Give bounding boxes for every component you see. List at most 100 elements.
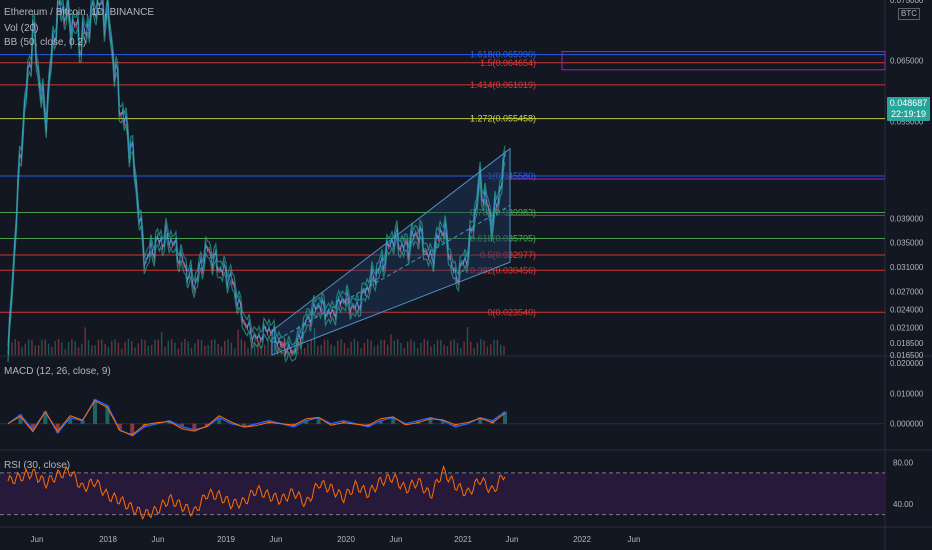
price-tick-6: 0.031000 bbox=[890, 263, 924, 272]
volume-bar-104 bbox=[180, 341, 183, 355]
bar-countdown: 22:19:19 bbox=[890, 109, 927, 119]
macd-hist-38 bbox=[478, 417, 483, 424]
volume-bar-146 bbox=[250, 343, 253, 355]
volume-bar-26 bbox=[51, 347, 53, 355]
volume-bar-44 bbox=[81, 343, 83, 355]
volume-bar-222 bbox=[377, 344, 379, 355]
time-axis[interactable]: Jun 2018 Jun 2019 Jun 2020 Jun 2021 Jun 2022 Jun bbox=[31, 535, 641, 544]
volume-bar-140 bbox=[240, 339, 243, 355]
volume-bar-192 bbox=[327, 339, 329, 355]
price-tick-1: 0.065000 bbox=[890, 57, 924, 66]
volume-bar-208 bbox=[353, 339, 356, 355]
last-price-value: 0.048687 bbox=[889, 98, 928, 108]
volume-bar-84 bbox=[147, 345, 150, 355]
volume-bar-130 bbox=[224, 340, 226, 355]
macd-hist-5 bbox=[68, 417, 73, 424]
macd-hist-19 bbox=[242, 423, 247, 427]
volume-bar-126 bbox=[217, 344, 219, 355]
last-price-badge: 0.048687 22:19:19 bbox=[887, 97, 930, 121]
volume-bar-108 bbox=[187, 341, 189, 355]
fib-label-9: 0(0.023540) bbox=[487, 307, 536, 317]
macd-hist-34 bbox=[428, 417, 433, 424]
volume-bar-164 bbox=[280, 340, 283, 355]
volume-bar-252 bbox=[426, 340, 429, 355]
volume-bar-110 bbox=[190, 347, 193, 355]
macd-hist-30 bbox=[378, 420, 383, 424]
time-tick-0: Jun bbox=[31, 535, 44, 544]
volume-bar-32 bbox=[61, 342, 63, 355]
time-tick-2: Jun bbox=[152, 535, 165, 544]
volume-bar-134 bbox=[230, 342, 233, 355]
volume-bar-278 bbox=[470, 341, 472, 355]
volume-bar-202 bbox=[343, 342, 346, 355]
price-tick-2: 0.055000 bbox=[890, 117, 924, 126]
symbol-legend[interactable]: Ethereum / Bitcoin, 1D, BINANCE bbox=[4, 7, 155, 18]
volume-bar-30 bbox=[57, 339, 60, 355]
macd-hist-10 bbox=[130, 423, 135, 436]
volume-bar-228 bbox=[386, 344, 389, 355]
volume-bar-238 bbox=[403, 348, 406, 355]
volume-bar-150 bbox=[257, 340, 259, 355]
volume-bar-294 bbox=[496, 339, 499, 355]
volume-bar-292 bbox=[493, 339, 495, 355]
currency-label[interactable]: BTC bbox=[898, 8, 920, 20]
volume-bar-218 bbox=[370, 340, 372, 355]
volume-bar-78 bbox=[137, 343, 140, 355]
volume-bar-70 bbox=[124, 342, 126, 355]
time-tick-8: Jun bbox=[506, 535, 519, 544]
volume-bar-248 bbox=[420, 342, 422, 355]
volume-bar-200 bbox=[340, 339, 342, 355]
macd-hist-24 bbox=[304, 420, 309, 424]
volume-bar-224 bbox=[380, 339, 382, 355]
volume-bar-132 bbox=[227, 339, 229, 355]
macd-tick-0: 0.020000 bbox=[890, 359, 924, 368]
volume-bar-2 bbox=[11, 342, 13, 355]
volume-bar-220 bbox=[373, 346, 376, 355]
macd-legend[interactable]: MACD (12, 26, close, 9) bbox=[4, 366, 111, 377]
volume-bar-102 bbox=[177, 348, 179, 355]
volume-bar-296 bbox=[500, 344, 502, 355]
fib-label-1: 1.5(0.064654) bbox=[480, 58, 536, 68]
rsi-legend[interactable]: RSI (30, close) bbox=[4, 460, 71, 471]
volume-bar-106 bbox=[184, 339, 186, 355]
price-tick-11: 0.016500 bbox=[890, 351, 924, 360]
volume-bar-262 bbox=[443, 344, 445, 355]
rsi-band bbox=[0, 472, 885, 515]
macd-hist-13 bbox=[167, 420, 172, 424]
volume-bar-234 bbox=[396, 339, 399, 355]
rsi-line bbox=[7, 464, 506, 520]
volume-bar-86 bbox=[150, 345, 153, 355]
volume-bar-178 bbox=[303, 347, 306, 355]
volume-bar-20 bbox=[41, 340, 43, 355]
volume-bar-246 bbox=[416, 348, 419, 355]
volume-bar-166 bbox=[283, 339, 286, 355]
volume-bar-48 bbox=[87, 340, 90, 355]
volume-bar-168 bbox=[287, 342, 289, 355]
volume-legend[interactable]: Vol (20) bbox=[4, 23, 39, 34]
time-tick-4: Jun bbox=[270, 535, 283, 544]
volume-bar-72 bbox=[127, 339, 130, 355]
fib-label-2: 1.414(0.061019) bbox=[470, 80, 536, 90]
volume-bar-6 bbox=[17, 341, 20, 355]
volume-bar-232 bbox=[393, 340, 396, 355]
bb-legend[interactable]: BB (50, close, 0.2) bbox=[4, 37, 87, 48]
time-tick-9: 2022 bbox=[573, 535, 591, 544]
macd-hist-1 bbox=[18, 414, 23, 424]
volume-bar-194 bbox=[330, 344, 332, 355]
volume-bar-244 bbox=[413, 341, 415, 355]
volume-bar-284 bbox=[480, 339, 482, 355]
volume-bar-66 bbox=[117, 342, 120, 355]
volume-bar-136 bbox=[234, 348, 236, 355]
fib-label-4: 1(0.045580) bbox=[487, 171, 536, 181]
fib-label-3: 1.272(0.055458) bbox=[470, 114, 536, 124]
volume-bar-116 bbox=[200, 340, 203, 355]
volume-bar-162 bbox=[277, 346, 279, 355]
volume-bar-160 bbox=[273, 344, 276, 355]
volume-bar-170 bbox=[290, 348, 292, 355]
bb-upper bbox=[7, 0, 506, 347]
price-axis[interactable]: 0.075000 0.065000 0.055000 0.039000 0.035000… bbox=[890, 0, 924, 509]
volume-bar-236 bbox=[400, 342, 402, 355]
volume-bar-210 bbox=[357, 341, 359, 355]
volume-bar-62 bbox=[111, 340, 113, 355]
